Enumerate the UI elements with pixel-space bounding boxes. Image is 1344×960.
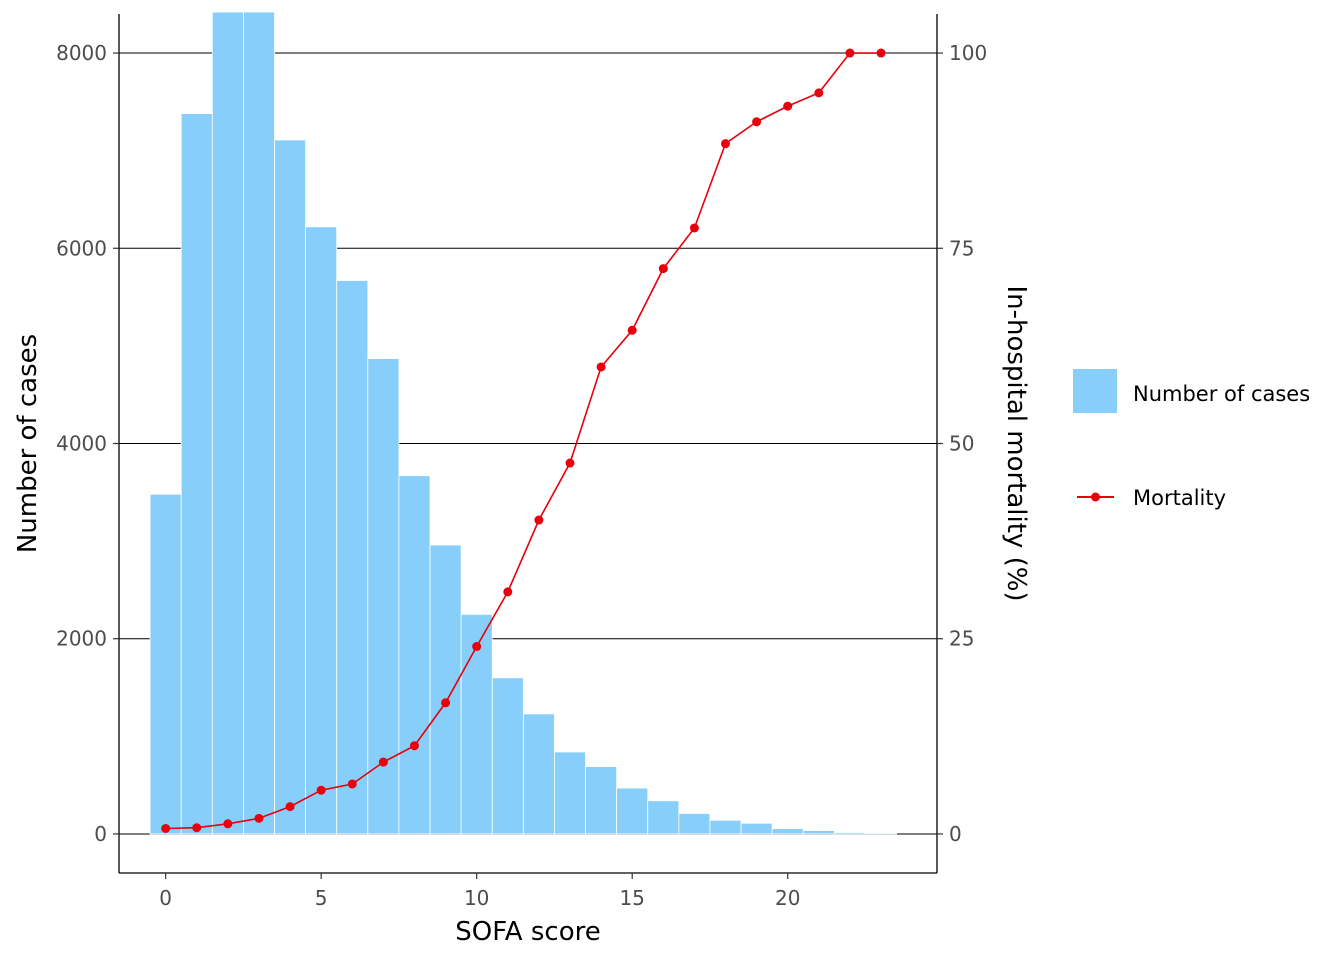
mortality-point-sofa-4 <box>285 802 295 812</box>
x-tick-label-5: 5 <box>315 886 328 910</box>
y-tick-label-4000: 4000 <box>56 432 107 456</box>
bar-sofa-6 <box>336 280 369 835</box>
y2-tick-label-100: 100 <box>949 41 987 65</box>
x-tick-label-15: 15 <box>619 886 644 910</box>
y-axis-title: Number of cases <box>13 334 43 553</box>
y2-tick-label-0: 0 <box>949 822 962 846</box>
legend: Number of cases Mortality <box>1073 369 1310 510</box>
mortality-point-sofa-23 <box>876 48 886 58</box>
mortality-point-sofa-22 <box>845 48 855 58</box>
y-tick-label-8000: 8000 <box>56 41 107 65</box>
mortality-point-sofa-14 <box>596 362 606 372</box>
bar-sofa-22 <box>833 832 866 835</box>
bar-sofa-9 <box>429 544 462 835</box>
bar-sofa-7 <box>367 358 400 835</box>
y-tick-label-2000: 2000 <box>56 627 107 651</box>
bar-sofa-17 <box>678 813 711 835</box>
mortality-point-sofa-10 <box>472 642 482 652</box>
mortality-point-sofa-6 <box>347 779 357 789</box>
legend-label-mortality: Mortality <box>1133 486 1226 510</box>
bar-sofa-2 <box>211 11 244 835</box>
bar-sofa-14 <box>585 766 618 835</box>
y2-tick-label-25: 25 <box>949 627 974 651</box>
mortality-point-sofa-13 <box>565 458 575 468</box>
y-tick-label-0: 0 <box>94 822 107 846</box>
mortality-point-sofa-21 <box>814 88 824 98</box>
legend-label-number-of-cases: Number of cases <box>1133 382 1310 406</box>
bar-sofa-5 <box>305 226 338 835</box>
mortality-point-sofa-18 <box>721 139 731 149</box>
mortality-point-sofa-2 <box>223 819 233 829</box>
bar-sofa-8 <box>398 475 431 835</box>
y2-axis-title: In-hospital mortality (%) <box>1001 285 1031 601</box>
mortality-point-sofa-8 <box>409 741 419 751</box>
bar-sofa-16 <box>647 800 680 835</box>
x-axis-title: SOFA score <box>455 917 600 947</box>
mortality-point-sofa-12 <box>534 515 544 525</box>
mortality-point-sofa-0 <box>161 823 171 833</box>
x-tick-label-0: 0 <box>159 886 172 910</box>
x-tick-label-20: 20 <box>775 886 800 910</box>
y-tick-label-6000: 6000 <box>56 236 107 260</box>
mortality-point-sofa-7 <box>378 757 388 767</box>
mortality-point-sofa-1 <box>192 823 202 833</box>
axes: 0 2000 4000 6000 8000 0 25 50 75 100 0 5 10 15 20 <box>56 14 987 910</box>
bar-sofa-15 <box>616 787 649 835</box>
bar-sofa-4 <box>274 139 307 835</box>
mortality-polyline <box>165 52 882 830</box>
mortality-point-sofa-16 <box>658 264 668 274</box>
mortality-point-sofa-20 <box>783 101 793 111</box>
bar-sofa-3 <box>243 11 275 835</box>
mortality-point-sofa-19 <box>752 117 762 127</box>
bar-sofa-18 <box>709 819 742 835</box>
bar-sofa-10 <box>460 613 493 835</box>
y2-tick-label-50: 50 <box>949 432 974 456</box>
legend-key-number-of-cases <box>1073 369 1117 413</box>
bar-sofa-1 <box>180 113 213 835</box>
bar-sofa-19 <box>740 822 773 835</box>
y2-tick-label-75: 75 <box>949 236 974 260</box>
bar-sofa-0 <box>149 493 182 835</box>
mortality-line <box>161 48 886 833</box>
mortality-point-sofa-9 <box>441 698 451 708</box>
bar-sofa-11 <box>491 677 524 835</box>
mortality-point-sofa-11 <box>503 587 513 597</box>
bar-sofa-20 <box>771 828 804 835</box>
x-tick-label-10: 10 <box>464 886 489 910</box>
mortality-point-sofa-15 <box>627 325 637 335</box>
legend-key-mortality-point <box>1091 492 1100 502</box>
bar-sofa-13 <box>554 751 586 835</box>
bar-sofa-23 <box>865 832 897 835</box>
bars-number-of-cases <box>149 11 897 835</box>
bar-sofa-12 <box>522 713 555 835</box>
mortality-point-sofa-5 <box>316 785 326 795</box>
mortality-point-sofa-17 <box>689 223 699 233</box>
bar-sofa-21 <box>802 830 835 835</box>
mortality-point-sofa-3 <box>254 813 264 823</box>
